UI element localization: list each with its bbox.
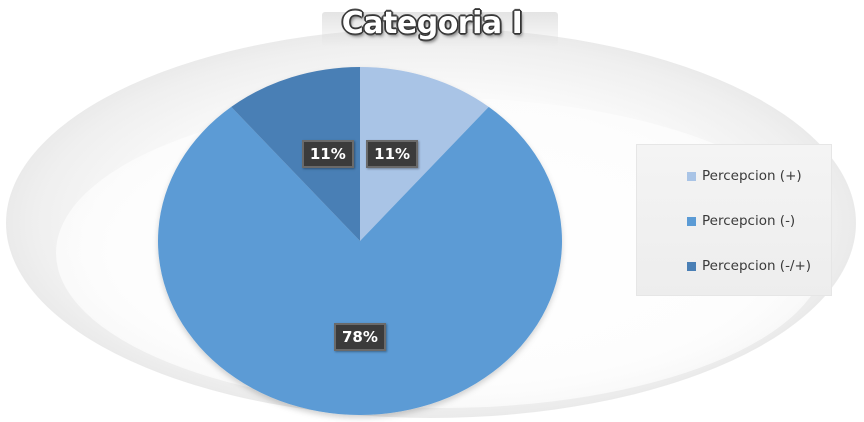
legend-swatch-percepcion-minus	[687, 216, 696, 226]
title-backdrop	[322, 12, 558, 46]
pie-slices	[158, 67, 562, 415]
pie-slice-percepcion-mixed	[231, 67, 360, 241]
legend-label: Percepcion (-/+)	[702, 258, 812, 274]
legend-item-percepcion-mixed: Percepcion (-/+)	[687, 256, 811, 276]
legend-swatch-percepcion-mixed	[687, 261, 696, 271]
legend-item-percepcion-minus: Percepcion (-)	[687, 211, 795, 231]
legend: Percepcion (+) Percepcion (-) Percepcion…	[636, 144, 832, 296]
chart-title: Categoria I	[341, 6, 523, 41]
legend-item-percepcion-plus: Percepcion (+)	[687, 166, 802, 186]
data-label-percepcion-mixed: 11%	[301, 140, 354, 169]
data-label-percepcion-minus: 78%	[334, 322, 386, 351]
legend-label: Percepcion (+)	[702, 168, 802, 184]
pie-slice-percepcion-minus	[158, 106, 562, 415]
legend-swatch-percepcion-plus	[687, 171, 696, 181]
legend-label: Percepcion (-)	[702, 213, 796, 229]
pie-slice-percepcion-plus	[360, 67, 489, 241]
data-label-percepcion-plus: 11%	[366, 140, 419, 169]
